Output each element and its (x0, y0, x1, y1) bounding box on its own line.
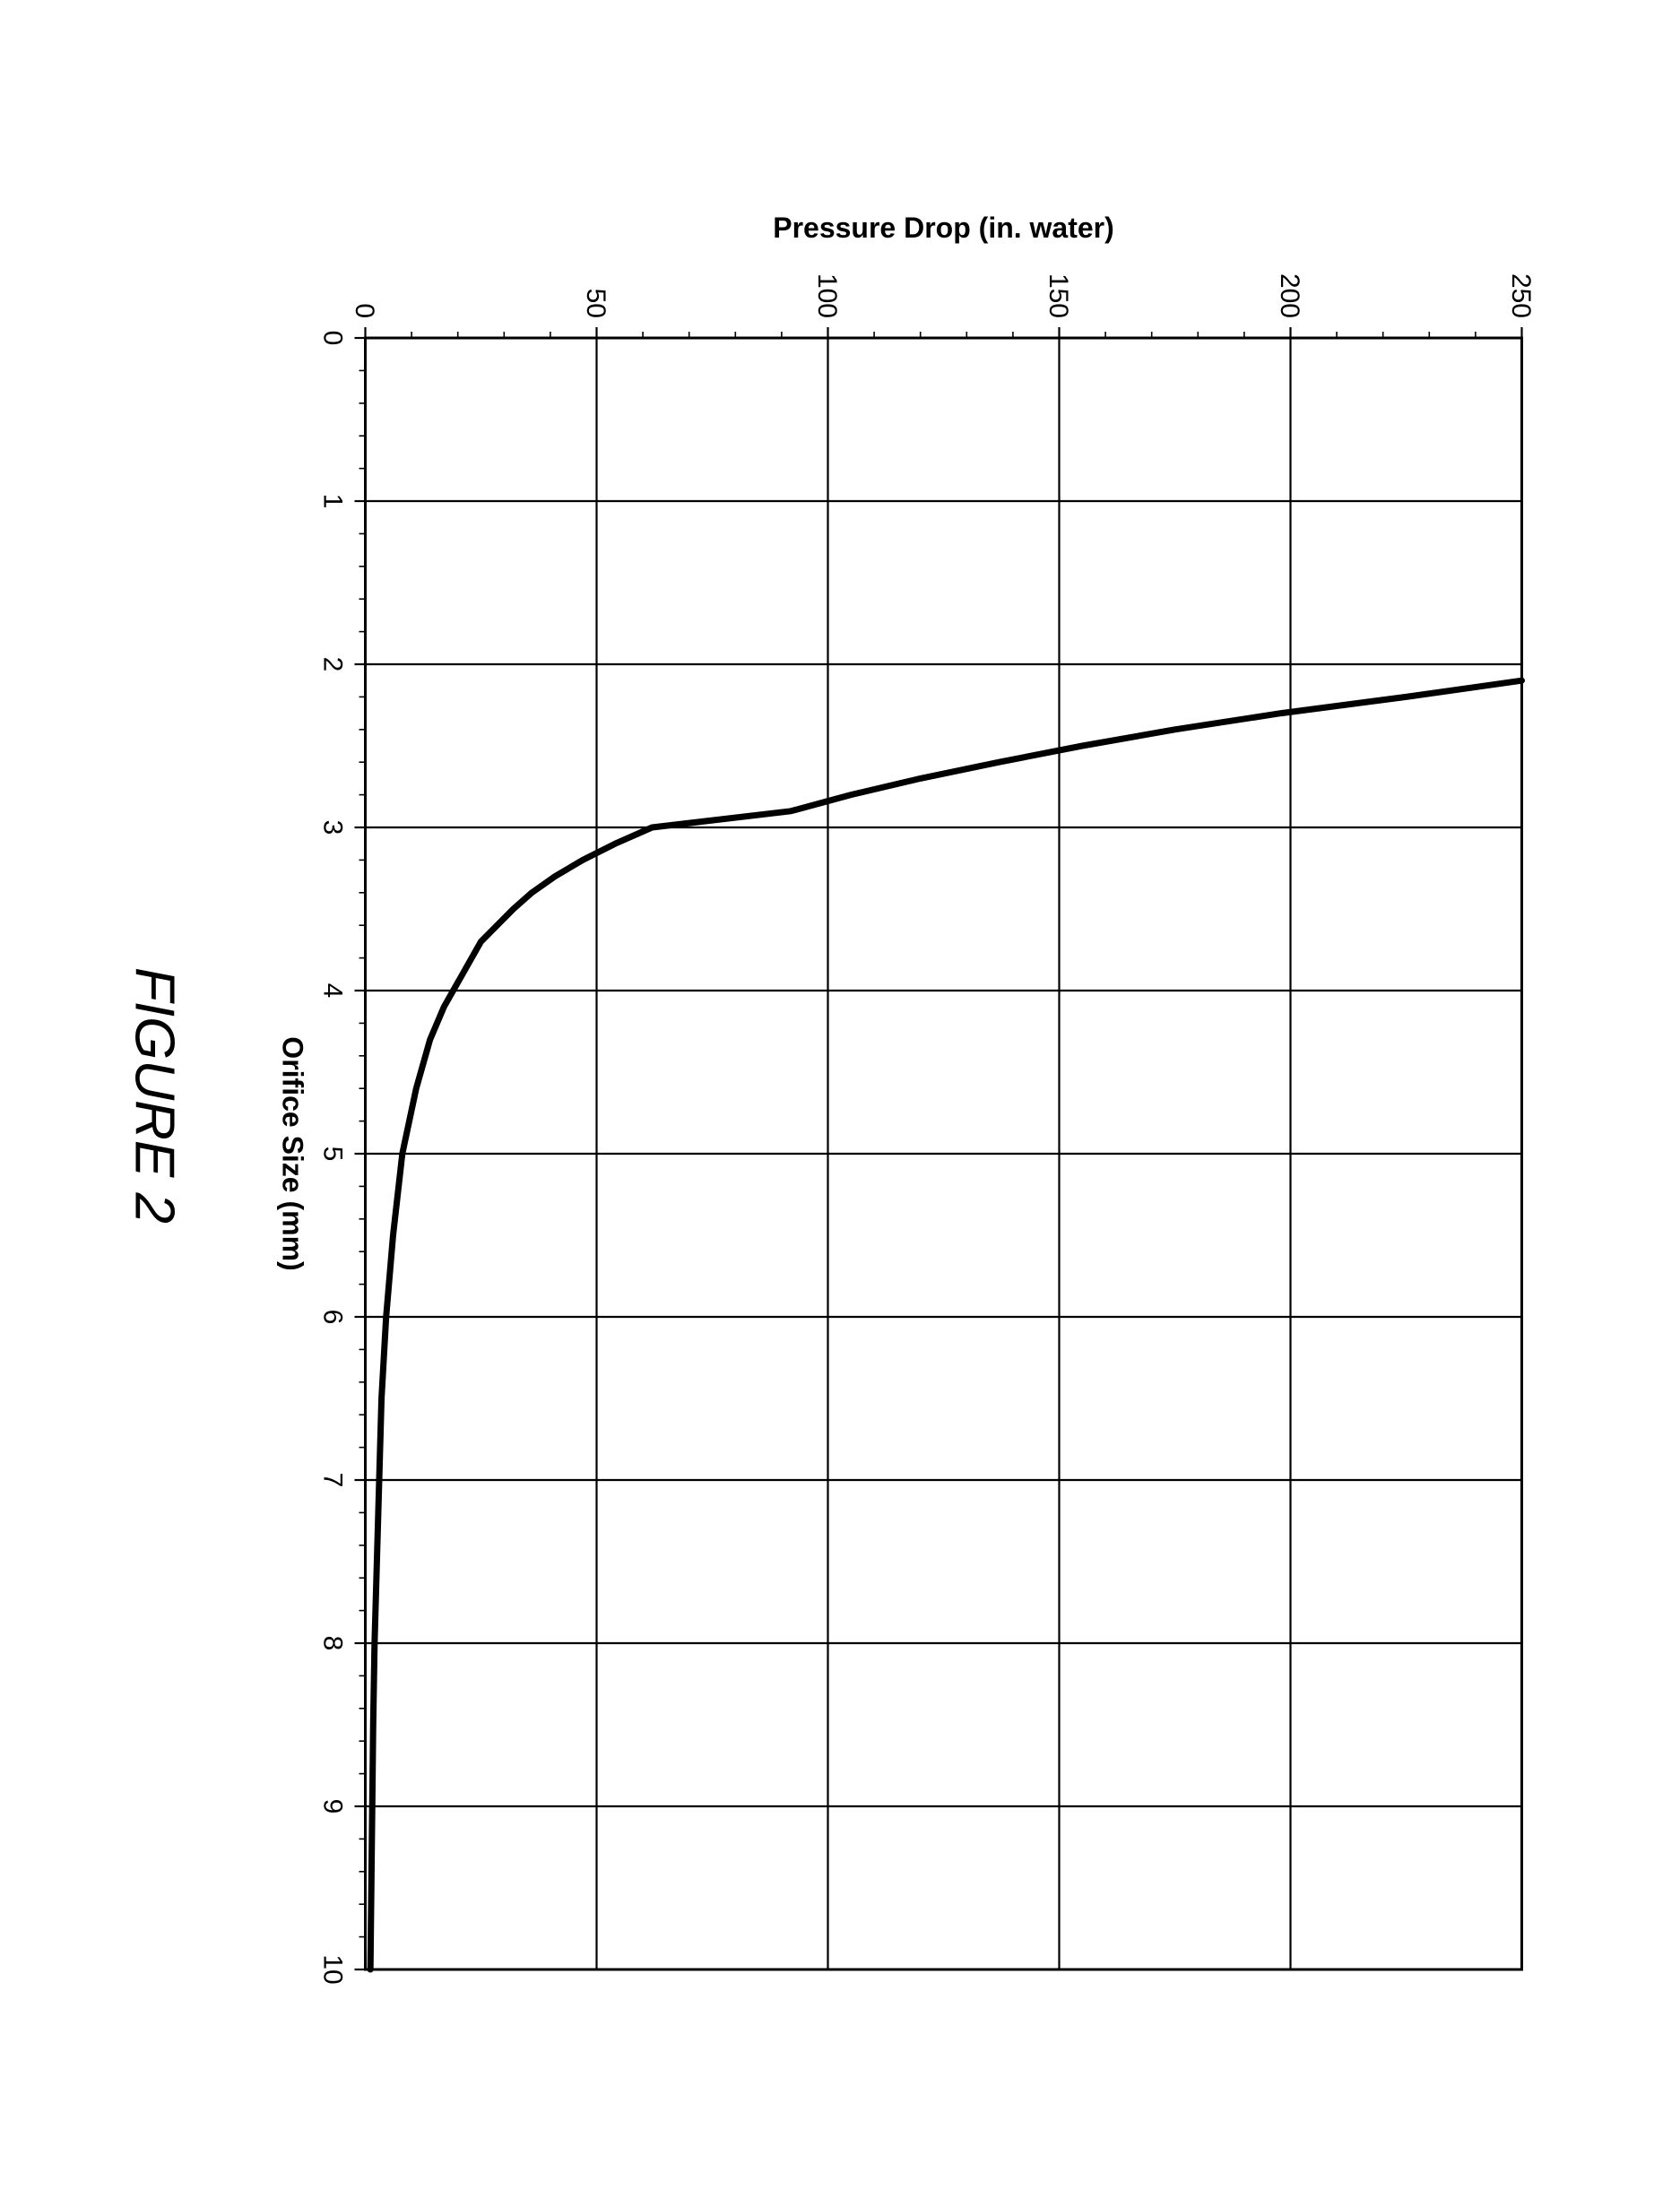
svg-text:4: 4 (318, 982, 348, 998)
svg-text:100: 100 (812, 273, 842, 317)
page: 012345678910050100150200250Orifice Size … (0, 0, 1680, 2190)
svg-text:50: 50 (581, 288, 611, 317)
svg-text:3: 3 (318, 819, 348, 835)
svg-text:5: 5 (318, 1146, 348, 1161)
svg-text:2: 2 (318, 656, 348, 671)
svg-text:10: 10 (318, 1954, 348, 1984)
svg-text:Pressure Drop (in. water): Pressure Drop (in. water) (773, 212, 1114, 244)
svg-text:8: 8 (318, 1635, 348, 1650)
chart-wrapper: 012345678910050100150200250Orifice Size … (123, 177, 1558, 2014)
svg-text:150: 150 (1044, 273, 1073, 317)
svg-text:7: 7 (318, 1472, 348, 1487)
svg-text:Orifice Size (mm): Orifice Size (mm) (277, 1036, 309, 1270)
svg-text:6: 6 (318, 1309, 348, 1324)
svg-text:9: 9 (318, 1798, 348, 1813)
svg-text:250: 250 (1506, 273, 1536, 317)
figure-caption: FIGURE 2 (123, 177, 186, 2014)
svg-text:0: 0 (350, 303, 379, 318)
svg-text:200: 200 (1275, 273, 1304, 317)
svg-text:0: 0 (318, 330, 348, 345)
line-chart: 012345678910050100150200250Orifice Size … (222, 177, 1558, 2014)
svg-text:1: 1 (318, 493, 348, 508)
